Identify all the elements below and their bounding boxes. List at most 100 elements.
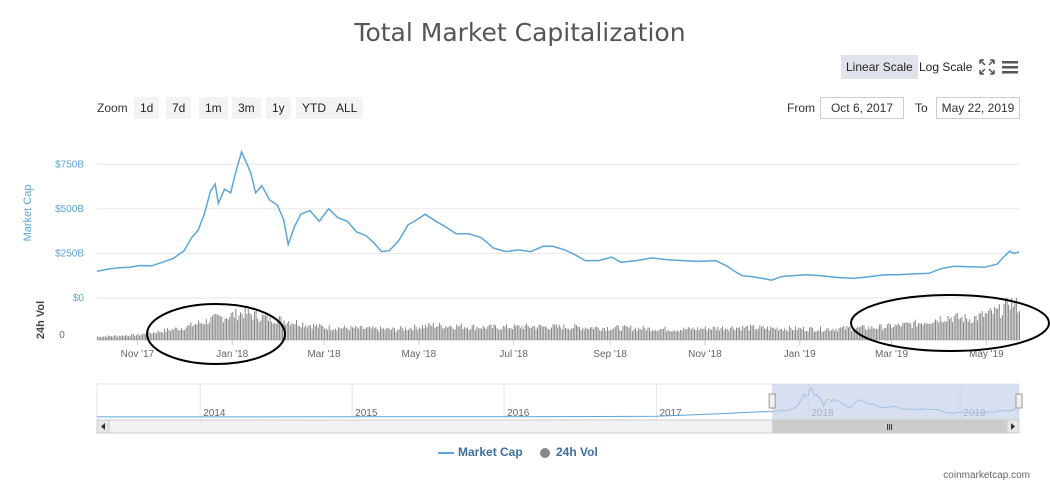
- volume-bar: [613, 328, 615, 340]
- volume-bar: [1001, 314, 1003, 340]
- volume-bar: [799, 327, 801, 340]
- volume-bar: [468, 329, 470, 340]
- to-date-input[interactable]: May 22, 2019: [936, 97, 1020, 119]
- navigator-handle-left[interactable]: [768, 393, 776, 409]
- volume-bar: [883, 328, 885, 340]
- y-tick-label: $750B: [55, 159, 84, 170]
- volume-bar: [644, 328, 646, 340]
- volume-bar: [160, 331, 162, 340]
- volume-bar: [1008, 304, 1010, 340]
- volume-bar: [322, 326, 324, 340]
- volume-bar: [504, 326, 506, 340]
- volume-bar: [238, 315, 240, 340]
- volume-bar: [140, 334, 142, 340]
- volume-bar: [963, 322, 964, 340]
- volume-bar: [261, 314, 263, 340]
- volume-bar: [409, 327, 411, 340]
- volume-bar: [459, 325, 461, 340]
- volume-bar: [718, 330, 720, 340]
- volume-bar: [502, 325, 504, 340]
- volume-bar: [477, 328, 479, 340]
- volume-bar: [457, 326, 459, 340]
- zoom-7d-button[interactable]: 7d: [166, 97, 192, 119]
- volume-bar: [782, 330, 784, 340]
- volume-bar: [341, 328, 343, 340]
- zoom-3m-button[interactable]: 3m: [232, 97, 261, 119]
- volume-bar: [1012, 306, 1014, 340]
- volume-bar: [366, 327, 367, 340]
- volume-bar: [611, 329, 613, 340]
- zoom-all-button[interactable]: ALL: [330, 97, 364, 119]
- volume-bar: [837, 331, 839, 340]
- volume-bar: [280, 316, 282, 340]
- volume-bar: [319, 323, 321, 340]
- volume-bar: [810, 326, 812, 340]
- volume-bar: [596, 326, 598, 340]
- volume-bar: [754, 329, 756, 340]
- volume-bar: [617, 325, 619, 340]
- volume-bar: [246, 314, 248, 340]
- fullscreen-icon[interactable]: [977, 57, 997, 77]
- volume-bar: [291, 323, 293, 340]
- menu-icon[interactable]: [1000, 57, 1020, 77]
- zoom-1y-button[interactable]: 1y: [266, 97, 291, 119]
- volume-bar: [714, 327, 716, 340]
- navigator[interactable]: 201420152016201720182019: [96, 383, 1023, 434]
- volume-bar: [796, 330, 798, 340]
- volume-bar: [670, 331, 672, 340]
- volume-bar: [254, 311, 255, 340]
- volume-bar: [631, 331, 633, 340]
- volume-bar: [282, 323, 283, 340]
- volume-bar: [303, 327, 305, 340]
- volume-bar: [955, 314, 957, 340]
- volume-bar: [893, 327, 895, 340]
- volume-bar: [310, 325, 311, 340]
- volume-bar: [953, 316, 955, 340]
- volume-bar: [212, 315, 214, 340]
- volume-bar: [944, 321, 946, 340]
- volume-bar: [834, 331, 835, 340]
- volume-bar: [669, 331, 671, 340]
- legend-market-cap[interactable]: Market Cap: [458, 445, 523, 459]
- volume-bar: [639, 329, 641, 340]
- volume-bar: [981, 311, 983, 340]
- zoom-1d-button[interactable]: 1d: [134, 97, 160, 119]
- volume-bar: [967, 321, 969, 340]
- from-date-input[interactable]: Oct 6, 2017: [820, 97, 904, 119]
- volume-bar: [588, 329, 590, 340]
- volume-bar: [187, 325, 189, 340]
- navigator-selected-range[interactable]: [772, 384, 1019, 420]
- x-tick-label: Jan '19: [784, 349, 816, 360]
- volume-bar: [243, 318, 245, 340]
- volume-bar: [168, 330, 170, 340]
- volume-bar: [949, 319, 950, 340]
- volume-bar: [816, 330, 818, 340]
- volume-bar: [916, 326, 918, 340]
- volume-bar: [882, 330, 884, 340]
- volume-bar: [184, 330, 186, 340]
- legend-volume[interactable]: 24h Vol: [556, 445, 598, 459]
- volume-bar: [720, 328, 722, 340]
- volume-bar: [903, 323, 905, 340]
- navigator-handle-right[interactable]: [1015, 393, 1023, 409]
- zoom-1m-button[interactable]: 1m: [199, 97, 228, 119]
- volume-bar: [493, 324, 495, 340]
- volume-bar: [622, 326, 624, 340]
- volume-bar: [998, 304, 1000, 340]
- volume-bar: [868, 326, 870, 340]
- volume-bar: [479, 328, 481, 340]
- credit-text[interactable]: coinmarketcap.com: [943, 470, 1030, 481]
- log-scale-button[interactable]: Log Scale: [919, 60, 973, 74]
- volume-bar: [305, 324, 307, 340]
- volume-bar: [120, 336, 122, 340]
- volume-bar: [952, 322, 954, 340]
- volume-bar: [546, 327, 548, 340]
- volume-bar: [294, 324, 296, 340]
- zoom-ytd-button[interactable]: YTD: [296, 97, 332, 119]
- linear-scale-button[interactable]: Linear Scale: [841, 55, 918, 79]
- volume-bar: [977, 320, 978, 340]
- volume-bar: [750, 324, 751, 340]
- volume-bar: [527, 326, 529, 340]
- volume-bar: [830, 330, 832, 340]
